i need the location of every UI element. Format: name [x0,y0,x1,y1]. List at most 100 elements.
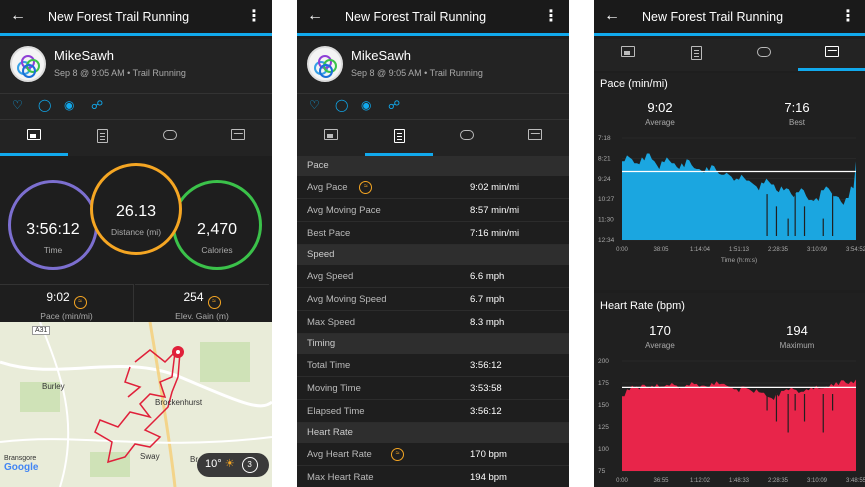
pace-plot[interactable]: 7:18 8:21 9:24 10:27 11:30 12:340:00 38:05 1:14… [594,131,865,281]
tab-charts[interactable] [501,120,569,156]
stat-value: 3:53:58 [470,383,502,394]
place-label: Bransgore [4,455,37,462]
series-area [622,379,856,471]
x-tick-label: 3:54:52 [846,247,865,253]
avg-pace-value: 9:02 [647,100,673,115]
garmin-badge-icon: ≈ [359,181,373,194]
stat-value: 8.3 mph [470,317,505,328]
stat-label: Avg Heart Rate [307,449,372,460]
y-tick-label: 150 [598,402,609,409]
avg-hr-value: 170 [649,323,671,338]
comment-icon[interactable]: ◯ [38,98,52,112]
tab-laps[interactable] [433,120,501,156]
x-tick-label: 3:48:55 [846,478,865,484]
hr-plot[interactable]: 75 100 125 150 175 200 0:00 36:55 1:12:02 1:48:33… [594,353,865,487]
heart-icon[interactable]: ♡ [12,98,23,112]
stat-row: Max Heart Rate 194 bpm [297,466,569,487]
max-hr-value: 194 [786,323,808,338]
chart-title: Heart Rate (bpm) [600,300,685,312]
section-header: Heart Rate [297,423,569,443]
back-arrow-icon[interactable]: ← [307,7,323,24]
kebab-menu-icon[interactable]: ⋮ [246,8,262,25]
laps-loop-icon [163,130,177,140]
stat-label: Best Pace [307,228,351,239]
x-tick-label: 3:10:09 [807,478,828,484]
x-tick-label: 36:55 [653,478,669,484]
stats-screen: ← New Forest Trail Running ⋮ MikeSawh Se… [297,0,569,487]
y-tick-label: 7:18 [598,135,611,142]
stat-value: 3:56:12 [470,406,502,417]
comment-icon[interactable]: ◯ [335,98,349,112]
avg-pace-label: Average [645,118,675,127]
stat-label: Elapsed Time [307,406,365,417]
kebab-menu-icon[interactable]: ⋮ [840,8,856,25]
tab-charts[interactable] [204,120,272,156]
stat-label: Total Time [307,360,351,371]
google-logo: Google [4,462,39,473]
stat-row: Max Speed 8.3 mph [297,311,569,334]
stat-row: Avg Speed 6.6 mph [297,265,569,288]
back-arrow-icon[interactable]: ← [10,7,26,24]
elev-label: Elev. Gain (m) [175,311,229,321]
y-tick-label: 175 [598,380,609,387]
stat-row: Elapsed Time 3:56:12 [297,400,569,423]
avg-hr-label: Average [645,341,675,350]
summary-photo-icon [27,129,41,140]
summary-photo-icon [621,46,635,57]
weather-chip[interactable]: 10° ☀ 3 [197,453,269,477]
tab-summary[interactable] [0,120,68,156]
share-icon[interactable]: ☍ [91,98,104,112]
tab-charts[interactable] [798,39,865,71]
app-bar: ← New Forest Trail Running ⋮ [0,0,272,36]
stats-doc-icon [96,129,108,143]
charts-screen: ← New Forest Trail Running ⋮ Pace (min/m… [594,0,865,487]
tab-laps[interactable] [730,39,798,71]
map-canvas [0,322,272,487]
tab-stats[interactable] [365,120,433,156]
app-bar: ← New Forest Trail Running ⋮ [297,0,569,36]
stat-row: Total Time 3:56:12 [297,354,569,377]
app-bar: ← New Forest Trail Running ⋮ [594,0,865,36]
distance-label: Distance (mi) [110,227,162,237]
stat-label: Max Speed [307,317,356,328]
tab-laps[interactable] [136,120,204,156]
hr-chart: Heart Rate (bpm) 170 Average 194 Maximum… [594,293,865,487]
avatar[interactable] [307,46,343,82]
stat-value: 170 bpm [470,449,507,460]
action-bar: ♡ ◯ ◉ ☍ [0,94,272,120]
stat-value: 6.6 mph [470,271,505,282]
time-ring: 3:56:12 Time [8,180,98,270]
tab-stats[interactable] [662,39,730,71]
route-map[interactable]: A31 Burley Brockenhurst Sway Bransgore B… [0,322,272,487]
tab-stats[interactable] [68,120,136,156]
y-tick-label: 100 [598,446,609,453]
garmin-badge-icon: ≈ [73,296,87,309]
share-icon[interactable]: ☍ [388,98,401,112]
stat-row: Avg Pace ≈9:02 min/mi [297,176,569,199]
user-name: MikeSawh [54,48,114,63]
tab-summary[interactable] [594,39,662,71]
page-title: New Forest Trail Running [642,10,784,24]
activity-header: MikeSawh Sep 8 @ 9:05 AM • Trail Running [297,39,569,94]
pace-chart: Pace (min/mi) 9:02 Average 7:16 Best 7:1… [594,73,865,290]
y-tick-label: 125 [598,424,609,431]
charts-icon [825,46,839,57]
tab-summary[interactable] [297,120,365,156]
camera-icon[interactable]: ◉ [361,98,372,112]
heart-icon[interactable]: ♡ [309,98,320,112]
place-label: Burley [42,382,65,391]
distance-value: 26.13 [115,203,157,220]
stat-value: 194 bpm [470,472,507,483]
best-pace-label: Best [788,118,805,127]
y-tick-label: 11:30 [598,217,614,224]
kebab-menu-icon[interactable]: ⋮ [543,8,559,25]
elev-value: 254 [183,290,204,304]
x-tick-label: 38:05 [653,247,669,253]
avatar[interactable] [10,46,46,82]
stat-row: Moving Time 3:53:58 [297,377,569,400]
camera-icon[interactable]: ◉ [64,98,75,112]
tab-bar [0,120,272,156]
series-area [622,153,856,240]
back-arrow-icon[interactable]: ← [604,7,620,24]
tab-bar [297,120,569,156]
